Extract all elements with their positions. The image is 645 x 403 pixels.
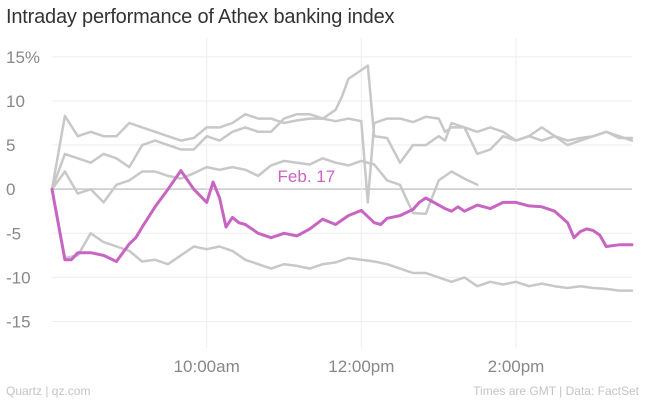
- series-line-highlight: [50, 169, 634, 263]
- y-tick-label: 10: [6, 92, 25, 111]
- grid-layer: [52, 38, 632, 348]
- x-tick-label: 12:00pm: [328, 357, 394, 376]
- y-tick-label: -5: [6, 224, 21, 243]
- series-line-context: [50, 112, 634, 204]
- y-tick-label: -15: [6, 313, 31, 332]
- y-tick-label: -10: [6, 268, 31, 287]
- x-axis: 10:00am 12:00pm 2:00pm: [174, 357, 545, 376]
- y-tick-label: 0: [6, 180, 15, 199]
- series-line-context: [50, 64, 634, 191]
- series-annotation: Feb. 17: [278, 167, 336, 186]
- chart-title: Intraday performance of Athex banking in…: [6, 6, 395, 28]
- y-tick-label: 15%: [6, 48, 40, 67]
- y-tick-label: 5: [6, 136, 15, 155]
- y-axis: 15% 10 5 0 -5 -10 -15: [6, 48, 40, 332]
- x-tick-label: 10:00am: [174, 357, 240, 376]
- data-credit: Times are GMT | Data: FactSet: [473, 384, 639, 398]
- series-line-context: [50, 157, 479, 216]
- series-line-context: [50, 187, 634, 292]
- x-tick-label: 2:00pm: [488, 357, 545, 376]
- source-credit: Quartz | qz.com: [6, 384, 91, 398]
- series-layer: [50, 64, 634, 292]
- annotation-layer: Feb. 17: [278, 167, 336, 186]
